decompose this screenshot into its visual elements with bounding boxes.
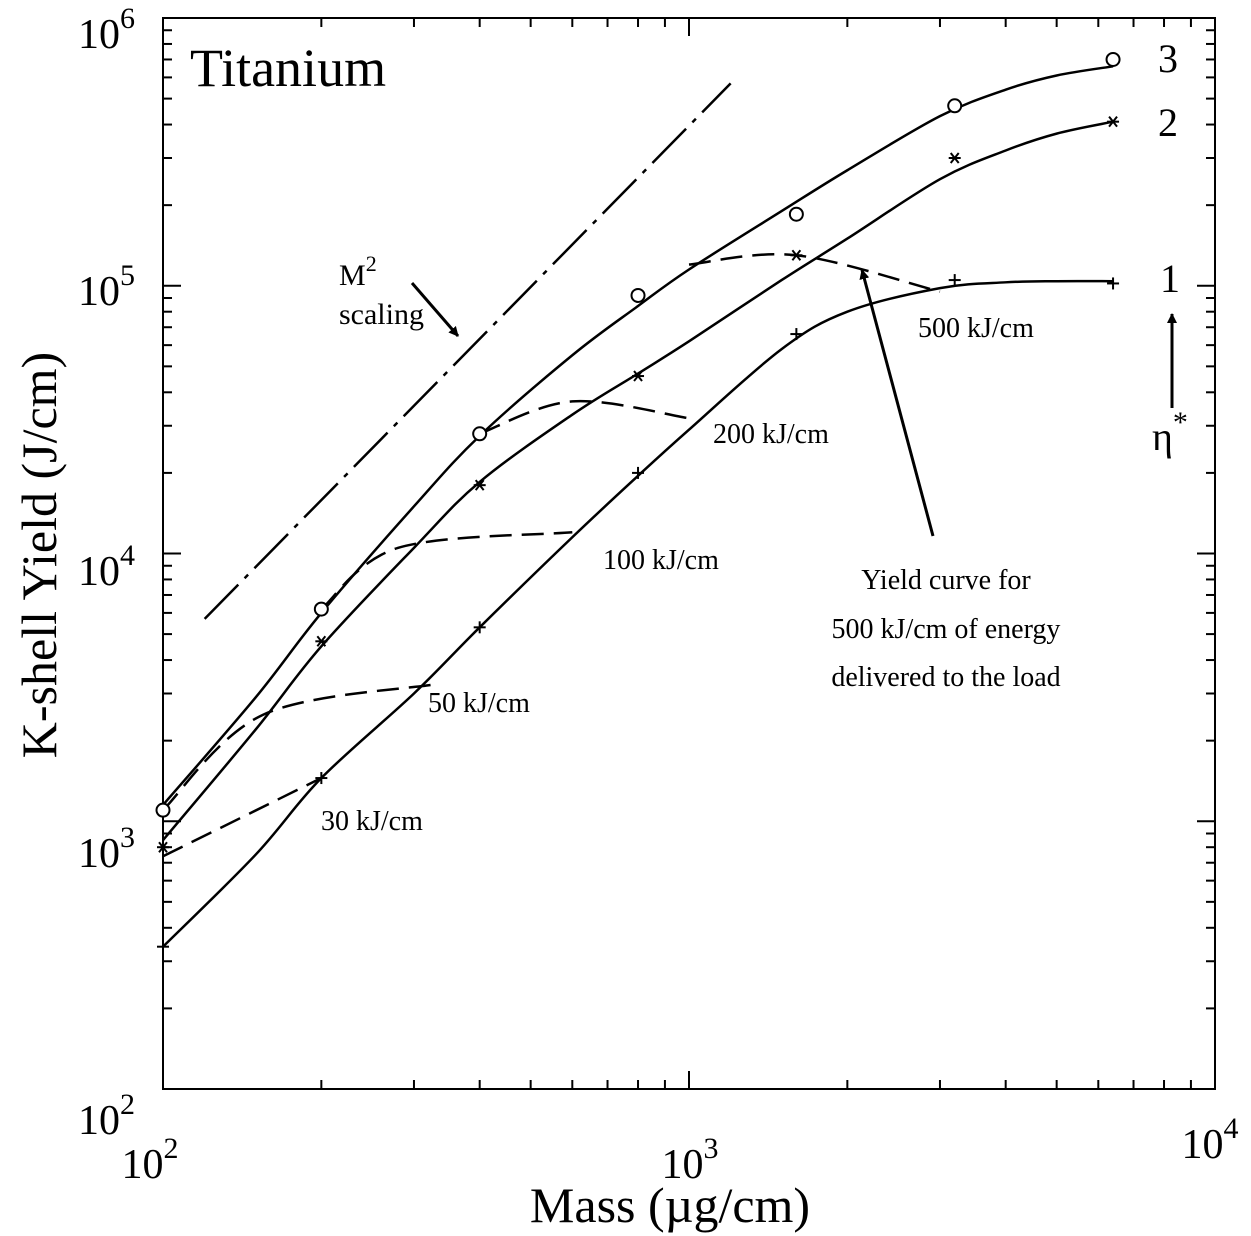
m2-scaling-arrow [410, 282, 460, 337]
series-label-3: 3 [1158, 36, 1178, 81]
energy-label-500: 500 kJ/cm [918, 313, 1034, 344]
marker-plus-series-1 [315, 772, 328, 785]
marker-circle-series-3 [630, 287, 646, 303]
marker-asterisk-series-2 [1107, 116, 1120, 128]
x-tick-label-10000: 104 [1182, 1112, 1239, 1168]
x-axis-title: Mass (µg/cm) [530, 1177, 810, 1233]
marker-circle-series-3 [788, 206, 804, 222]
energy-label-30: 30 kJ/cm [321, 806, 423, 837]
m2-label: M2 [339, 251, 377, 292]
yield-note-line-3: delivered to the load [831, 662, 1060, 693]
marker-asterisk-series-2 [315, 635, 328, 647]
energy-curve-1 [162, 682, 436, 812]
energy-label-200: 200 kJ/cm [713, 419, 829, 450]
m2-scaling-line [203, 82, 732, 620]
y-tick-label-10000: 104 [78, 539, 135, 595]
marker-asterisk-series-2 [790, 249, 803, 261]
yield-note-line-1: Yield curve for [861, 565, 1031, 596]
marker-plus-series-1 [790, 328, 803, 341]
marker-circle-series-3 [1105, 51, 1121, 67]
energy-curve-2 [320, 531, 573, 611]
marker-asterisk-series-2 [473, 479, 486, 491]
energy-curves [162, 253, 941, 858]
marker-asterisk-series-2 [632, 370, 645, 382]
m2-scaling-reference [203, 82, 732, 620]
energy-label-50: 50 kJ/cm [428, 688, 530, 719]
scaling-label: scaling [339, 298, 424, 331]
chart-title: Titanium [190, 38, 386, 98]
eta-label: η* [1152, 406, 1188, 459]
marker-plus-series-1 [473, 621, 486, 634]
series-label-1: 1 [1160, 256, 1180, 301]
axis-ticks [162, 18, 1215, 1090]
y-axis-title: K-shell Yield (J/cm) [11, 352, 67, 758]
y-tick-label-100000: 105 [78, 259, 135, 315]
yield-note-line-2: 500 kJ/cm of energy [832, 614, 1061, 645]
yield-series [155, 51, 1121, 953]
energy-curve-3 [479, 399, 690, 435]
series-line-3 [162, 65, 1114, 806]
marker-plus-series-1 [632, 466, 645, 479]
series-line-2 [162, 120, 1114, 841]
energy-label-100: 100 kJ/cm [603, 545, 719, 576]
marker-plus-series-1 [157, 940, 169, 953]
marker-circle-series-3 [313, 601, 329, 617]
y-tick-label-1000: 103 [78, 821, 135, 877]
marker-circle-series-3 [472, 426, 488, 442]
x-tick-labels: 102 103 104 [122, 1112, 1239, 1188]
marker-asterisk-series-2 [948, 152, 961, 164]
x-tick-label-100: 102 [122, 1132, 179, 1188]
marker-plus-series-1 [1107, 277, 1120, 290]
x-tick-label-1000: 103 [662, 1132, 719, 1188]
series-label-2: 2 [1158, 100, 1178, 145]
y-tick-label-1000000: 106 [78, 2, 135, 58]
yield-note-arrow [859, 269, 935, 537]
y-tick-labels: 102 103 104 105 106 [78, 2, 135, 1144]
marker-plus-series-1 [948, 274, 961, 287]
y-tick-label-100: 102 [78, 1088, 135, 1144]
energy-curve-0 [162, 776, 322, 858]
marker-circle-series-3 [947, 98, 963, 114]
marker-circle-series-3 [155, 802, 171, 818]
marker-asterisk-series-2 [157, 841, 169, 853]
